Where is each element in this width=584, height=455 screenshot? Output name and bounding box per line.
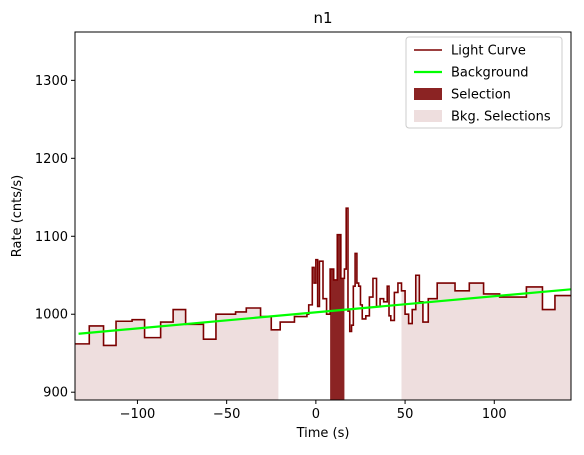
- bkg-selection-region-2: [401, 275, 571, 400]
- x-tick-label: 100: [482, 407, 507, 422]
- x-axis-ticks: −100 −50 0 50 100: [120, 400, 507, 422]
- background-selection-regions: [75, 275, 571, 400]
- x-tick-label: −50: [213, 407, 240, 422]
- legend: Light Curve Background Selection Bkg. Selec…: [405, 36, 563, 129]
- legend-swatch: [414, 88, 442, 100]
- legend-label: Light Curve: [451, 44, 526, 59]
- light-curve-series: [75, 207, 571, 347]
- x-axis-label: Time (s): [296, 426, 350, 441]
- x-tick-label: −100: [120, 407, 156, 422]
- background-fit-line: [78, 288, 572, 335]
- legend-label: Background: [451, 66, 529, 81]
- legend-swatch: [414, 110, 442, 122]
- x-tick-label: 0: [312, 407, 320, 422]
- legend-label: Selection: [451, 88, 511, 103]
- y-tick-label: 1200: [35, 152, 68, 167]
- y-tick-label: 1300: [35, 74, 68, 89]
- y-axis-label: Rate (cnts/s): [10, 175, 25, 258]
- legend-box: [405, 36, 563, 129]
- background-fit-series: [78, 288, 572, 335]
- plot-area-frame: [74, 31, 572, 401]
- y-tick-label: 900: [43, 386, 68, 401]
- light-curve-line: [75, 207, 571, 347]
- y-axis-ticks: 900 1000 1100 1200 1300: [35, 74, 75, 401]
- y-tick-label: 1000: [35, 308, 68, 323]
- x-tick-label: 50: [397, 407, 414, 422]
- chart-title: n1: [313, 9, 332, 27]
- legend-label: Bkg. Selections: [451, 110, 551, 125]
- bkg-selection-region-1: [75, 308, 279, 400]
- y-tick-label: 1100: [35, 230, 68, 245]
